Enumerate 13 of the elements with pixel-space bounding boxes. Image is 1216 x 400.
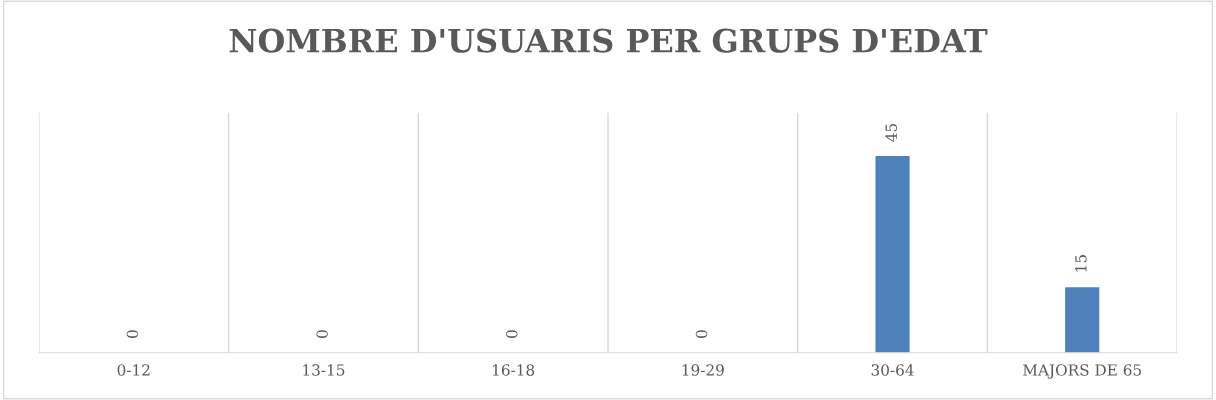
x-tick-label: 19-29 <box>682 364 724 376</box>
x-tick-label: MAJORS DE 65 <box>1023 364 1141 379</box>
x-tick-label: 30-64 <box>871 364 914 376</box>
x-tick-label: 0-12 <box>117 364 150 376</box>
data-label: 0 <box>506 330 518 338</box>
chart-title: NOMBRE D'USUARIS PER GRUPS D'EDAT <box>229 28 988 53</box>
data-label: 45 <box>885 123 897 142</box>
x-tick-label: 16-18 <box>492 364 535 376</box>
data-label: 0 <box>126 330 139 338</box>
data-label: 15 <box>1075 255 1087 272</box>
data-label: 0 <box>316 330 328 338</box>
data-label: 0 <box>695 330 708 338</box>
x-tick-label: 13-15 <box>303 364 345 376</box>
